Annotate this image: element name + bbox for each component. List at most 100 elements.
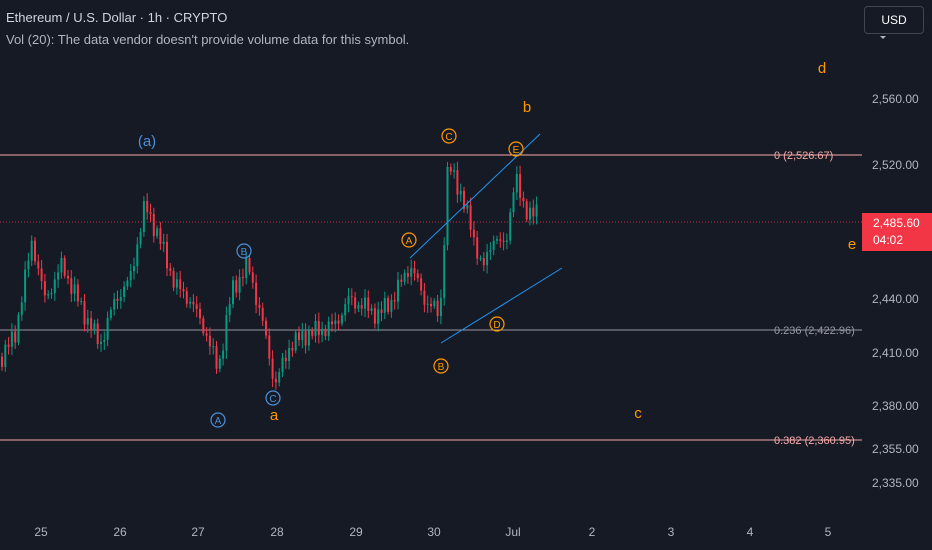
candle-body: [512, 192, 515, 213]
time-tick-label: 5: [825, 525, 832, 539]
symbol-title[interactable]: Ethereum / U.S. Dollar · 1h · CRYPTO: [6, 10, 228, 25]
lower-trendline: [440, 267, 563, 344]
candle-body: [241, 276, 244, 279]
candle-body: [443, 245, 446, 298]
candle-body: [238, 276, 241, 293]
wave-label-blue-circled-C: C: [269, 394, 276, 405]
candle-body: [271, 358, 274, 379]
candle-body: [410, 268, 413, 277]
candle-body: [291, 348, 294, 351]
candle-body: [357, 305, 360, 309]
candle-body: [525, 201, 528, 220]
candle-body: [311, 330, 314, 336]
candle-body: [261, 307, 264, 321]
candle-body: [509, 212, 512, 241]
wave-label-b: b: [523, 99, 531, 116]
candle-body: [393, 300, 396, 302]
candle-body: [364, 297, 366, 309]
candle-body: [123, 286, 126, 297]
candle-body: [489, 249, 492, 253]
candle-body: [413, 268, 416, 274]
candle-body: [439, 297, 442, 317]
candle-body: [479, 258, 482, 260]
candle-body: [166, 241, 168, 269]
candle-body: [142, 200, 145, 232]
price-tick-label: 2,410.00: [872, 346, 919, 360]
candle-body: [416, 273, 419, 279]
volume-indicator-note: Vol (20): The data vendor doesn't provid…: [6, 32, 410, 47]
time-tick-label: 2: [589, 525, 596, 539]
candle-body: [86, 318, 89, 325]
candle-body: [321, 328, 324, 336]
candle-body: [40, 268, 43, 282]
price-tick-label: 2,560.00: [872, 92, 919, 106]
candle-body: [34, 240, 36, 262]
candle-body: [456, 170, 459, 195]
candle-body: [27, 260, 30, 270]
candle-body: [179, 279, 182, 290]
candle-body: [288, 348, 291, 362]
upper-trendline: [409, 133, 541, 259]
bar-countdown: 04:02: [873, 233, 904, 247]
candle-body: [522, 197, 525, 202]
price-tick-label: 2,380.00: [872, 399, 919, 413]
candle-body: [133, 266, 135, 272]
time-tick-label: 30: [427, 525, 441, 539]
fib-level-label: 0.236 (2,422.96): [774, 325, 855, 337]
candle-body: [50, 293, 53, 295]
candle-body: [139, 231, 142, 245]
candle-body: [100, 341, 102, 345]
candle-body: [515, 173, 518, 193]
wave-label-blue-circled-B: B: [241, 247, 248, 258]
price-tick-label: 2,440.00: [872, 292, 919, 306]
candle-body: [317, 320, 320, 336]
wave-label-blue: (a): [138, 133, 156, 150]
time-tick-label: 4: [747, 525, 754, 539]
candle-body: [37, 261, 40, 269]
candle-body: [433, 300, 436, 307]
candle-body: [248, 257, 251, 273]
candle-body: [502, 240, 505, 242]
candle-body: [529, 207, 531, 220]
time-tick-label: 25: [34, 525, 48, 539]
candle-body: [93, 323, 96, 331]
time-tick-label: Jul: [505, 525, 520, 539]
candle-body: [406, 273, 409, 277]
candle-body: [113, 298, 116, 310]
candle-body: [268, 335, 271, 359]
candle-body: [307, 330, 310, 346]
wave-label-c: c: [634, 405, 642, 422]
candle-body: [281, 357, 284, 373]
last-price-badge: 2,485.60 04:02: [862, 213, 932, 251]
candle-body: [96, 323, 99, 345]
candle-body: [156, 228, 159, 237]
candle-body: [215, 346, 218, 369]
candle-body: [228, 304, 231, 315]
candle-body: [403, 273, 406, 282]
candle-body: [195, 304, 198, 309]
time-tick-label: 28: [270, 525, 284, 539]
candle-body: [169, 268, 172, 271]
currency-button[interactable]: USD: [864, 6, 924, 34]
candle-body: [400, 279, 403, 282]
candle-body: [251, 272, 254, 283]
last-price-value: 2,485.60: [873, 216, 920, 230]
candle-body: [360, 305, 363, 309]
wave-label-circled-A: A: [406, 236, 413, 247]
candle-body: [373, 308, 376, 324]
candle-body: [463, 190, 465, 209]
candle-body: [397, 279, 399, 302]
wave-circle-marker: [489, 316, 505, 332]
wave-circle-marker: [265, 390, 281, 406]
candle-body: [459, 190, 462, 195]
candle-body: [129, 271, 132, 281]
candle-body: [67, 275, 69, 279]
candle-body: [10, 331, 13, 347]
candle-body: [449, 167, 452, 172]
candle-body: [222, 350, 225, 359]
fib-level-label: 0 (2,526.67): [774, 150, 833, 162]
candle-body: [426, 303, 429, 305]
candle-body: [245, 257, 248, 279]
